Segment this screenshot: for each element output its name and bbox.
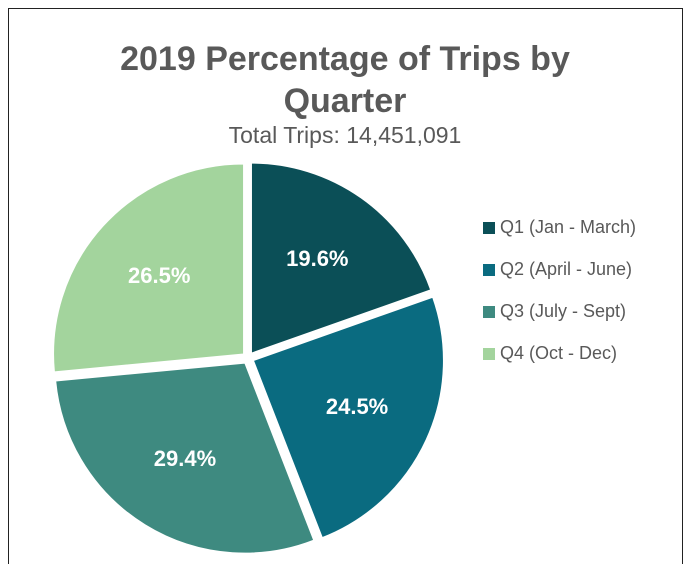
pie-slice bbox=[53, 163, 245, 373]
chart-subtitle: Total Trips: 14,451,091 bbox=[228, 122, 462, 148]
pie-slice bbox=[252, 296, 444, 539]
pie-slice bbox=[55, 362, 315, 554]
legend-swatch bbox=[483, 348, 495, 360]
chart-title: 2019 Percentage of Trips by Quarter bbox=[120, 40, 570, 120]
data-label: 24.5% bbox=[326, 394, 388, 419]
legend-label: Q4 (Oct - Dec) bbox=[500, 343, 617, 363]
legend-label: Q1 (Jan - March) bbox=[500, 217, 636, 237]
legend-label: Q3 (July - Sept) bbox=[500, 301, 626, 321]
data-label: 26.5% bbox=[128, 263, 190, 288]
data-label: 29.4% bbox=[154, 446, 216, 471]
legend-swatch bbox=[483, 264, 495, 276]
legend-swatch bbox=[483, 306, 495, 318]
legend-label: Q2 (April - June) bbox=[500, 259, 632, 279]
data-label: 19.6% bbox=[286, 246, 348, 271]
pie-slice bbox=[250, 162, 432, 354]
chart-border bbox=[8, 8, 683, 564]
legend-swatch bbox=[483, 222, 495, 234]
